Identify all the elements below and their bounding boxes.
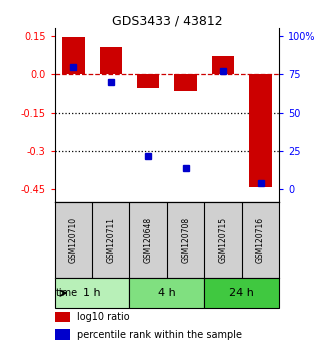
Bar [174,74,197,91]
Text: GSM120716: GSM120716 [256,217,265,263]
Text: GSM120710: GSM120710 [69,217,78,263]
Text: 1 h: 1 h [83,288,101,298]
Text: GSM120708: GSM120708 [181,217,190,263]
Bar [55,278,129,308]
Text: GSM120711: GSM120711 [106,217,115,263]
Text: GSM120648: GSM120648 [144,217,153,263]
Text: 24 h: 24 h [230,288,254,298]
Bar [129,278,204,308]
Bar [100,47,122,74]
Bar [249,74,272,187]
Bar [204,278,279,308]
Bar [137,74,160,88]
Text: GSM120715: GSM120715 [219,217,228,263]
Bar [212,56,234,74]
Text: log10 ratio: log10 ratio [77,312,130,322]
Text: percentile rank within the sample: percentile rank within the sample [77,330,242,339]
Title: GDS3433 / 43812: GDS3433 / 43812 [112,14,222,27]
Text: time: time [55,288,77,298]
Bar [55,312,70,322]
Text: 4 h: 4 h [158,288,176,298]
Bar [62,37,84,74]
Bar [55,329,70,340]
